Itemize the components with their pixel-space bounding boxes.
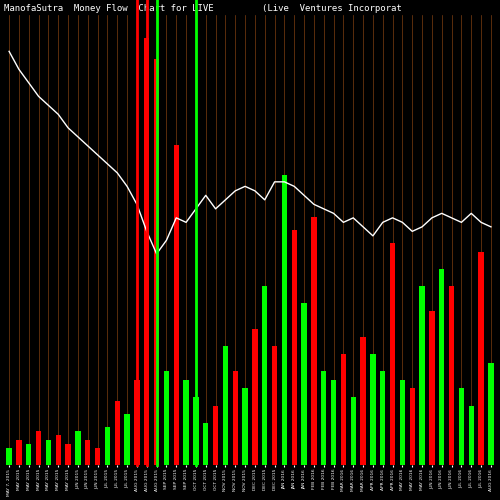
Bar [360, 337, 366, 466]
Bar [66, 444, 71, 466]
Bar [174, 144, 179, 466]
Bar [478, 252, 484, 466]
Bar [232, 372, 238, 466]
Bar [311, 218, 316, 466]
Bar [340, 354, 346, 466]
Bar [16, 440, 22, 466]
Bar [193, 397, 198, 466]
Bar [56, 436, 61, 466]
Bar [400, 380, 405, 466]
Bar [262, 286, 268, 466]
Bar [282, 174, 287, 466]
Bar [272, 346, 278, 466]
Bar [134, 380, 140, 466]
Bar [370, 354, 376, 466]
Bar [439, 268, 444, 466]
Bar [46, 440, 51, 466]
Bar [104, 427, 110, 466]
Bar [85, 440, 90, 466]
Bar [429, 312, 434, 466]
Bar [380, 372, 386, 466]
Bar [114, 401, 120, 466]
Bar [292, 230, 297, 466]
Bar [36, 431, 42, 466]
Bar [26, 444, 32, 466]
Bar [321, 372, 326, 466]
Bar [468, 406, 474, 466]
Bar [331, 380, 336, 466]
Bar [75, 431, 80, 466]
Bar [154, 59, 160, 466]
Bar [184, 380, 189, 466]
Bar [203, 422, 208, 466]
Bar [302, 303, 307, 466]
Bar [488, 363, 494, 466]
Bar [124, 414, 130, 466]
Bar [410, 388, 415, 466]
Bar [6, 448, 12, 466]
Bar [213, 406, 218, 466]
Bar [222, 346, 228, 466]
Bar [449, 286, 454, 466]
Bar [164, 372, 169, 466]
Bar [252, 328, 258, 466]
Bar [420, 286, 425, 466]
Text: ManofaSutra  Money Flow  Chart for LIVE         (Live  Ventures Incorporat: ManofaSutra Money Flow Chart for LIVE (L… [4, 4, 402, 13]
Bar [144, 38, 150, 466]
Bar [350, 397, 356, 466]
Bar [242, 388, 248, 466]
Bar [95, 448, 100, 466]
Bar [458, 388, 464, 466]
Bar [390, 243, 396, 466]
